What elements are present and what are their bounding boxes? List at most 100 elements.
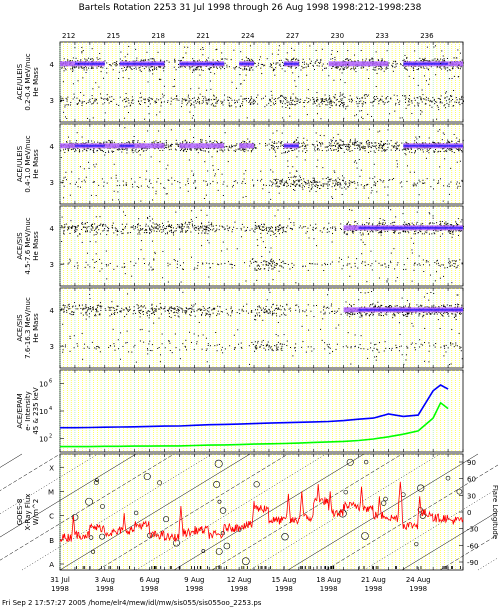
data-point	[322, 98, 324, 100]
data-point	[208, 98, 210, 100]
data-point	[426, 178, 428, 180]
data-point	[152, 187, 154, 189]
data-point	[288, 101, 290, 103]
data-point	[167, 100, 169, 102]
data-point	[65, 141, 67, 143]
data-point	[343, 143, 345, 145]
data-point	[306, 63, 308, 65]
data-point	[291, 100, 293, 102]
data-point	[182, 57, 184, 59]
data-point	[63, 66, 65, 68]
data-point	[397, 99, 399, 101]
data-point	[154, 251, 156, 253]
data-point	[277, 62, 279, 64]
data-point	[179, 248, 181, 250]
data-point	[284, 152, 286, 154]
data-point	[367, 233, 369, 235]
data-point	[439, 98, 441, 100]
data-point	[154, 102, 156, 104]
data-point	[125, 148, 127, 150]
data-point	[111, 226, 113, 228]
data-point	[233, 150, 235, 152]
data-point	[319, 142, 321, 144]
data-point	[113, 163, 115, 165]
data-point	[126, 223, 128, 225]
data-point	[462, 100, 464, 102]
data-point	[309, 190, 311, 192]
data-point	[112, 222, 114, 224]
data-point	[72, 69, 74, 71]
data-point	[367, 94, 369, 96]
data-point	[302, 150, 304, 152]
data-point	[166, 147, 168, 149]
data-point	[195, 226, 197, 228]
data-point	[63, 197, 65, 199]
data-point	[239, 74, 241, 76]
data-point	[307, 89, 309, 91]
data-point	[437, 130, 439, 132]
data-point	[124, 214, 126, 216]
data-point	[80, 92, 82, 94]
data-point	[340, 139, 342, 141]
data-point	[66, 118, 68, 120]
data-point	[236, 248, 238, 250]
data-point	[124, 227, 126, 229]
data-point	[258, 227, 260, 229]
data-point	[129, 66, 131, 68]
data-point	[432, 229, 434, 231]
data-point	[158, 130, 160, 132]
data-point	[301, 65, 303, 67]
data-point	[240, 149, 242, 151]
data-point	[358, 159, 360, 161]
data-point	[428, 223, 430, 225]
data-point	[214, 99, 216, 101]
data-point	[108, 151, 110, 153]
data-point	[429, 222, 431, 224]
data-point	[202, 230, 204, 232]
data-point	[438, 150, 440, 152]
data-point	[217, 60, 219, 62]
data-point	[316, 149, 318, 151]
data-point	[287, 160, 289, 162]
data-point	[359, 175, 361, 177]
data-point	[278, 192, 280, 194]
data-point	[384, 222, 386, 224]
data-point	[384, 186, 386, 188]
data-point	[269, 230, 271, 232]
data-point	[77, 80, 79, 82]
data-point	[85, 102, 87, 104]
data-point	[355, 229, 357, 231]
data-point	[421, 233, 423, 235]
data-point	[314, 102, 316, 104]
data-point	[350, 181, 352, 183]
data-point	[372, 105, 374, 107]
data-point	[201, 69, 203, 71]
data-point	[296, 148, 298, 150]
data-point	[125, 69, 127, 71]
data-point	[231, 146, 233, 148]
data-point	[407, 230, 409, 232]
data-point	[387, 194, 389, 196]
data-point	[96, 67, 98, 69]
data-point	[393, 221, 395, 223]
data-point	[138, 186, 140, 188]
data-point	[193, 104, 195, 106]
data-point	[458, 150, 460, 152]
data-point	[227, 230, 229, 232]
data-point	[73, 96, 75, 98]
data-point	[291, 59, 293, 61]
data-point	[291, 148, 293, 150]
data-point	[182, 141, 184, 143]
data-point	[348, 180, 350, 182]
data-point	[440, 101, 442, 103]
data-point	[321, 103, 323, 105]
data-point	[337, 149, 339, 151]
data-point	[418, 194, 420, 196]
data-point	[330, 103, 332, 105]
data-point	[295, 96, 297, 98]
data-point	[104, 154, 106, 156]
data-point	[445, 91, 447, 93]
data-point	[307, 102, 309, 104]
data-point	[414, 99, 416, 101]
data-point	[425, 99, 427, 101]
